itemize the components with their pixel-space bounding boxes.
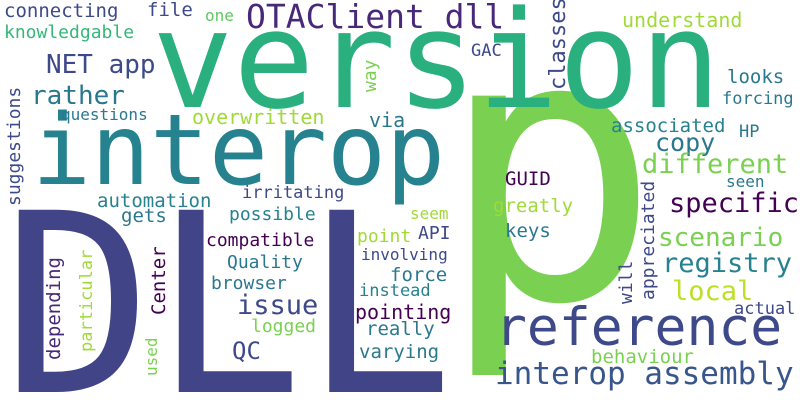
word: DLL — [2, 160, 454, 400]
word: greatly — [493, 195, 573, 217]
word: understand — [622, 8, 742, 32]
word: interop — [32, 94, 445, 208]
word: registry — [662, 248, 792, 279]
word: classes — [546, 0, 571, 90]
word: seen — [726, 172, 765, 191]
word: particular — [77, 250, 97, 352]
word: behaviour — [591, 346, 694, 368]
word: depending — [43, 257, 65, 360]
word: instead — [359, 281, 431, 301]
word: gets — [121, 205, 167, 227]
word: via — [369, 108, 405, 132]
word: NET app — [46, 50, 156, 80]
word: Quality — [227, 252, 303, 273]
word: varying — [359, 341, 439, 363]
word: irritating — [242, 183, 344, 203]
word: possible — [229, 204, 316, 225]
word: looks — [727, 66, 784, 88]
word: copy — [655, 128, 715, 157]
word: appreciated — [638, 181, 659, 300]
word: HP — [739, 122, 759, 142]
word: forcing — [722, 89, 794, 109]
word: seem — [410, 204, 449, 223]
word: p — [438, 0, 661, 386]
word: Center — [148, 246, 170, 315]
word: QC — [232, 337, 261, 365]
word: logged — [251, 316, 316, 337]
word: way — [360, 59, 381, 92]
word: keys — [505, 220, 551, 242]
word: browser — [211, 273, 287, 294]
word: really — [366, 318, 435, 340]
word: specific — [669, 188, 799, 219]
word: file — [147, 0, 193, 21]
word: used — [142, 337, 161, 376]
word: GUID — [505, 168, 551, 190]
word: local — [672, 276, 753, 307]
word: API — [418, 223, 451, 244]
word: force — [390, 264, 447, 286]
word: knowledgable — [4, 22, 134, 43]
word: automation — [97, 190, 211, 212]
word: scenario — [658, 223, 783, 253]
word: overwritten — [192, 105, 324, 129]
word: questions — [61, 105, 148, 124]
word: OTAClient dll — [246, 0, 504, 36]
word: different — [642, 149, 788, 180]
word: pointing — [355, 300, 451, 324]
word: one — [205, 6, 234, 25]
word: associated — [611, 115, 725, 137]
word: connecting — [4, 0, 118, 22]
word: rather — [31, 81, 125, 111]
word: involving — [361, 245, 448, 264]
word: actual — [734, 299, 795, 319]
word: interop assembly — [495, 356, 794, 392]
word: will — [616, 261, 637, 304]
word: compatible — [206, 230, 314, 251]
word: issue — [237, 290, 318, 321]
word: point — [357, 226, 411, 247]
word: suggestions — [4, 87, 25, 206]
word: GAC — [471, 41, 502, 61]
word: reference — [495, 297, 782, 358]
word: version — [152, 0, 721, 139]
